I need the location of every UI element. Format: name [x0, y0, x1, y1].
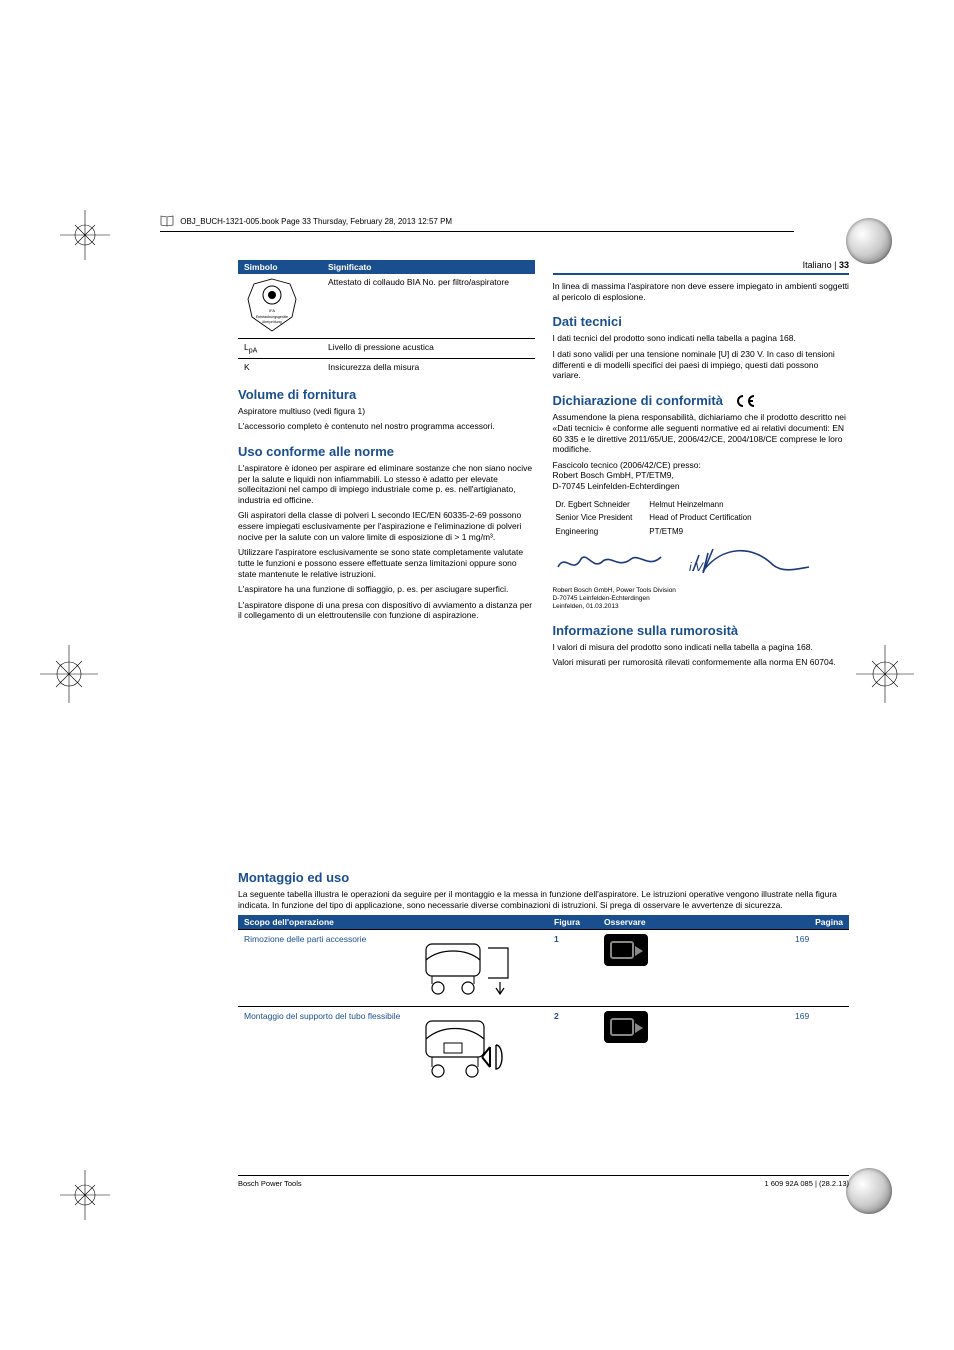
th-meaning: Significato: [322, 260, 535, 274]
footer-company: Robert Bosch GmbH, Power Tools Division: [553, 587, 850, 595]
page-header: Italiano | 33: [553, 260, 850, 275]
symbol-cert-badge: IFA Entstaubungsgeräte überprüfung: [238, 274, 322, 339]
ce-mark-icon: [735, 394, 757, 408]
th-pagina: Pagina: [789, 915, 849, 930]
page-footer: Bosch Power Tools 1 609 92A 085 | (28.2.…: [238, 1175, 849, 1188]
body-text: In linea di massima l'aspiratore non dev…: [553, 281, 850, 302]
page-number: 33: [839, 260, 849, 270]
body-text: L'aspiratore dispone di una presa con di…: [238, 600, 535, 621]
th-scope: Scopo dell'operazione: [238, 915, 548, 930]
print-mark-radial-br: [846, 1168, 892, 1214]
heading-volume: Volume di fornitura: [238, 387, 535, 402]
sig1-title: Senior Vice President: [555, 512, 647, 524]
body-text: L'aspiratore ha una funzione di soffiagg…: [238, 584, 535, 595]
op-illustration: [408, 930, 548, 1007]
footer-address: D-70745 Leinfelden-Echterdingen: [553, 595, 850, 603]
crop-mark: [60, 1170, 110, 1220]
manual-icon: [604, 934, 648, 966]
body-text: Robert Bosch GmbH, PT/ETM9,: [553, 470, 850, 481]
body-text: Utilizzare l'aspiratore esclusivamente s…: [238, 547, 535, 579]
symbol-meaning: Livello di pressione acustica: [322, 339, 535, 359]
op-scope: Montaggio del supporto del tubo flessibi…: [238, 1007, 408, 1096]
body-text: I dati tecnici del prodotto sono indicat…: [553, 333, 850, 344]
sig1-name: Dr. Egbert Schneider: [555, 499, 647, 511]
heading-uso: Uso conforme alle norme: [238, 444, 535, 459]
op-illustration: [408, 1007, 548, 1096]
sig1-title2: Engineering: [555, 526, 647, 538]
op-page: 169: [789, 1007, 849, 1096]
side-mark: [856, 645, 914, 705]
heading-montaggio: Montaggio ed uso: [238, 870, 849, 885]
body-text: Valori misurati per rumorosità rilevati …: [553, 657, 850, 668]
book-icon: [160, 215, 174, 229]
symbol-k: K: [238, 358, 322, 375]
footer-date: Leinfelden, 01.03.2013: [553, 603, 850, 611]
body-text: L'aspiratore è idoneo per aspirare ed el…: [238, 463, 535, 506]
side-mark: [40, 645, 98, 705]
op-scope: Rimozione delle parti accessorie: [238, 930, 408, 1007]
crop-mark: [60, 210, 110, 260]
op-fig: 2: [548, 1007, 598, 1096]
op-observe-icon: [598, 1007, 789, 1096]
footer-right: 1 609 92A 085 | (28.2.13): [764, 1179, 849, 1188]
th-symbol: Simbolo: [238, 260, 322, 274]
svg-text:i.V.: i.V.: [689, 560, 705, 574]
signatures-image: i.V.: [553, 545, 850, 581]
body-text: Gli aspiratori della classe di polveri L…: [238, 510, 535, 542]
heading-dati: Dati tecnici: [553, 314, 850, 329]
symbol-meaning: Attestato di collaudo BIA No. per filtro…: [322, 274, 535, 339]
body-text: Assumendone la piena responsabilità, dic…: [553, 412, 850, 455]
symbol-table: Simbolo Significato IFA Entstaubungsgerä…: [238, 260, 535, 375]
obj-header-text: OBJ_BUCH-1321-005.book Page 33 Thursday,…: [180, 217, 452, 226]
svg-text:Entstaubungsgeräte: Entstaubungsgeräte: [256, 315, 288, 319]
sig2-name: Helmut Heinzelmann: [648, 499, 765, 511]
svg-text:überprüfung: überprüfung: [262, 320, 281, 324]
body-text: D-70745 Leinfelden-Echterdingen: [553, 481, 850, 492]
op-observe-icon: [598, 930, 789, 1007]
page-lang: Italiano: [803, 260, 832, 270]
heading-dichiarazione: Dichiarazione di conformità: [553, 393, 850, 409]
obj-header: OBJ_BUCH-1321-005.book Page 33 Thursday,…: [160, 215, 794, 232]
print-mark-radial-tr: [846, 218, 892, 264]
heading-informazione: Informazione sulla rumorosità: [553, 623, 850, 638]
body-text: Aspiratore multiuso (vedi figura 1): [238, 406, 535, 417]
body-text: Fascicolo tecnico (2006/42/CE) presso:: [553, 460, 850, 471]
svg-text:IFA: IFA: [269, 308, 275, 313]
symbol-meaning: Insicurezza della misura: [322, 358, 535, 375]
th-figura: Figura: [548, 915, 598, 930]
op-fig: 1: [548, 930, 598, 1007]
sig2-title2: PT/ETM9: [648, 526, 765, 538]
operations-table: Scopo dell'operazione Figura Osservare P…: [238, 915, 849, 1095]
symbol-lpa: LpA: [238, 339, 322, 359]
manual-icon: [604, 1011, 648, 1043]
body-text: L'accessorio completo è contenuto nel no…: [238, 421, 535, 432]
signatory-table: Dr. Egbert Schneider Helmut Heinzelmann …: [553, 497, 768, 540]
th-osservare: Osservare: [598, 915, 789, 930]
footer-left: Bosch Power Tools: [238, 1179, 302, 1188]
body-text: I dati sono validi per una tensione nomi…: [553, 349, 850, 381]
body-text: I valori di misura del prodotto sono ind…: [553, 642, 850, 653]
body-text: La seguente tabella illustra le operazio…: [238, 889, 849, 910]
sig2-title: Head of Product Certification: [648, 512, 765, 524]
op-page: 169: [789, 930, 849, 1007]
